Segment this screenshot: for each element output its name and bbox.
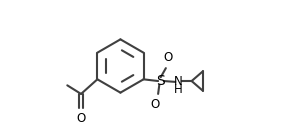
Text: O: O — [163, 51, 172, 64]
Text: O: O — [76, 112, 86, 125]
Text: H: H — [174, 83, 183, 96]
Text: N: N — [174, 75, 183, 88]
Text: O: O — [150, 98, 159, 111]
Text: S: S — [156, 74, 165, 88]
